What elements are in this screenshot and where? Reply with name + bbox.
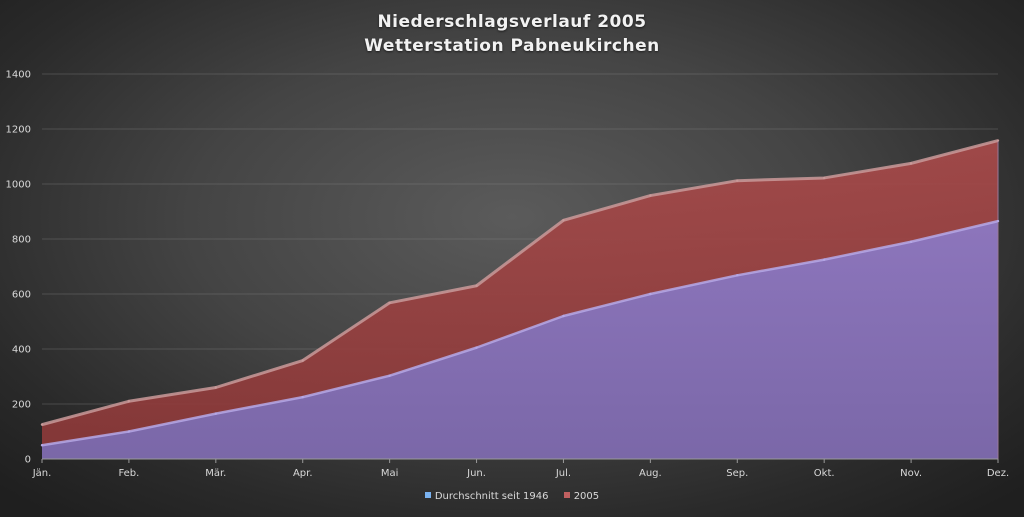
data-point-2005: [996, 139, 1000, 142]
axes: 0 200 400 600 800 1000 1200 1400 Jän. Feb. Mär. Apr…: [6, 70, 1010, 480]
chart-title-line-1: Niederschlagsverlauf 2005: [377, 12, 647, 32]
y-tick-label: 200: [12, 400, 31, 411]
data-point-2005: [909, 162, 913, 165]
data-point-average: [475, 346, 478, 349]
x-tick-label: Dez.: [987, 468, 1009, 479]
y-tick-label: 1200: [6, 125, 31, 136]
legend-item-2005[interactable]: 2005: [563, 491, 600, 502]
y-tick-label: 600: [12, 290, 31, 301]
series-line-average: [41, 219, 999, 447]
data-point-2005: [301, 359, 304, 362]
x-tick-label: Jul.: [555, 468, 571, 479]
y-tick-label: 1400: [6, 70, 31, 81]
series-area-average: [42, 221, 998, 459]
data-point-2005: [127, 400, 131, 403]
data-point-2005: [562, 219, 565, 222]
y-tick-label: 400: [12, 345, 31, 356]
chart-title-line-2: Wetterstation Pabneukirchen: [364, 36, 660, 56]
data-point-average: [388, 374, 391, 377]
data-point-2005: [649, 194, 652, 197]
data-point-2005: [214, 386, 218, 389]
y-tick-label: 800: [12, 235, 31, 246]
x-tick-label: Mai: [381, 468, 399, 479]
data-point-2005: [736, 179, 739, 182]
legend-swatch-2005: [563, 492, 570, 498]
legend-swatch-average: [424, 492, 431, 498]
x-tick-label: Feb.: [118, 468, 139, 479]
legend-item-average[interactable]: Durchschnitt seit 1946: [424, 491, 549, 502]
chart-title: Niederschlagsverlauf 2005 Wetterstation …: [0, 10, 1024, 58]
x-tick-label: Jän.: [32, 468, 52, 479]
series-line-2005: [41, 139, 999, 427]
data-point-average: [562, 314, 565, 318]
data-point-2005: [822, 176, 826, 180]
y-tick-label: 1000: [6, 180, 31, 191]
x-tick-label: Sep.: [726, 468, 748, 479]
legend-label-2005: 2005: [573, 491, 600, 502]
data-point-average: [996, 219, 1000, 223]
x-tick-label: Okt.: [814, 468, 835, 479]
series-areas: [40, 139, 1000, 460]
data-point-average: [909, 240, 913, 243]
y-tick-label: 0: [25, 455, 31, 466]
data-point-average: [40, 444, 44, 447]
x-tick-label: Jun.: [466, 468, 486, 479]
data-point-average: [301, 395, 304, 399]
data-point-average: [649, 292, 652, 296]
x-tick-label: Nov.: [900, 468, 922, 479]
data-point-average: [214, 412, 218, 415]
data-point-2005: [475, 284, 478, 287]
data-point-average: [736, 274, 739, 277]
data-point-average: [127, 430, 131, 433]
data-point-2005: [40, 423, 44, 426]
legend: Durchschnitt seit 1946 2005: [0, 491, 1024, 502]
x-tick-label: Apr.: [293, 468, 313, 479]
x-tick-label: Aug.: [639, 468, 662, 479]
data-point-average: [822, 258, 826, 261]
x-tick-label: Mär.: [205, 468, 226, 479]
data-point-2005: [388, 301, 391, 304]
legend-label-average: Durchschnitt seit 1946: [434, 491, 549, 502]
